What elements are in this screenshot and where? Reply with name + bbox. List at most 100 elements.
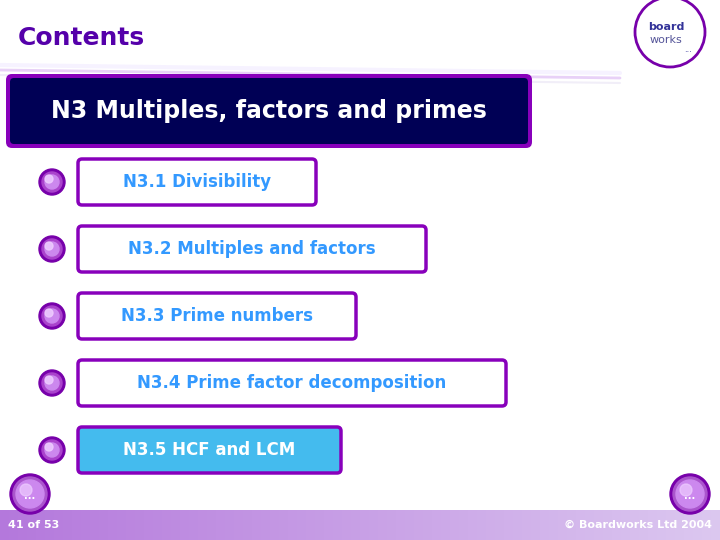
Bar [410, 510, 411, 540]
Bar [700, 510, 701, 540]
Bar [417, 510, 418, 540]
Bar [540, 510, 541, 540]
Bar [213, 510, 214, 540]
Bar [647, 510, 648, 540]
Bar [560, 510, 561, 540]
Bar [234, 510, 235, 540]
Bar [271, 510, 272, 540]
Bar [562, 510, 563, 540]
Bar [480, 510, 481, 540]
Bar [171, 510, 172, 540]
Bar [604, 510, 605, 540]
Bar [178, 510, 179, 540]
Bar [221, 510, 222, 540]
Bar [472, 510, 473, 540]
Bar [439, 510, 440, 540]
Bar [14, 510, 15, 540]
Bar [322, 510, 323, 540]
Bar [135, 510, 136, 540]
Circle shape [45, 443, 53, 451]
Bar [69, 510, 70, 540]
Bar [504, 510, 505, 540]
Bar [205, 510, 206, 540]
Bar [567, 510, 568, 540]
Bar [418, 510, 419, 540]
Bar [679, 510, 680, 540]
Bar [9, 510, 10, 540]
Bar [117, 510, 118, 540]
Bar [363, 510, 364, 540]
Circle shape [676, 480, 704, 508]
Bar [159, 510, 160, 540]
Bar [288, 510, 289, 540]
Bar [73, 510, 74, 540]
Bar [467, 510, 468, 540]
Bar [298, 510, 299, 540]
Bar [373, 510, 374, 540]
Bar [415, 510, 416, 540]
Bar [619, 510, 620, 540]
Bar [608, 510, 609, 540]
Bar [685, 510, 686, 540]
Bar [216, 510, 217, 540]
Bar [77, 510, 78, 540]
Bar [573, 510, 574, 540]
Bar [40, 510, 41, 540]
Bar [150, 510, 151, 540]
Bar [305, 510, 306, 540]
Bar [79, 510, 80, 540]
Bar [340, 510, 341, 540]
Bar [230, 510, 231, 540]
Bar [187, 510, 188, 540]
Bar [610, 510, 611, 540]
Bar [629, 510, 630, 540]
Bar [611, 510, 612, 540]
Bar [615, 510, 616, 540]
Bar [689, 510, 690, 540]
Bar [525, 510, 526, 540]
Bar [254, 510, 255, 540]
Bar [86, 510, 87, 540]
Bar [445, 510, 446, 540]
Bar [45, 510, 46, 540]
Bar [719, 510, 720, 540]
Bar [60, 510, 61, 540]
Bar [466, 510, 467, 540]
Bar [231, 510, 232, 540]
Bar [654, 510, 655, 540]
Bar [601, 510, 602, 540]
Bar [565, 510, 566, 540]
Bar [483, 510, 484, 540]
Bar [398, 510, 399, 540]
Bar [53, 510, 54, 540]
Bar [416, 510, 417, 540]
Bar [131, 510, 132, 540]
Bar [244, 510, 245, 540]
Bar [195, 510, 196, 540]
Bar [121, 510, 122, 540]
Bar [702, 510, 703, 540]
Bar [681, 510, 682, 540]
Bar [235, 510, 236, 540]
Bar [575, 510, 576, 540]
Bar [5, 510, 6, 540]
Bar [285, 510, 286, 540]
Bar [87, 510, 88, 540]
Bar [487, 510, 488, 540]
Bar [238, 510, 239, 540]
Bar [633, 510, 634, 540]
Bar [522, 510, 523, 540]
Bar [8, 510, 9, 540]
Bar [717, 510, 718, 540]
Bar [149, 510, 150, 540]
Bar [429, 510, 430, 540]
Bar [713, 510, 714, 540]
Bar [276, 510, 277, 540]
Bar [490, 510, 491, 540]
Bar [177, 510, 178, 540]
Bar [520, 510, 521, 540]
Bar [571, 510, 572, 540]
Bar [172, 510, 173, 540]
Circle shape [45, 309, 59, 323]
Bar [705, 510, 706, 540]
